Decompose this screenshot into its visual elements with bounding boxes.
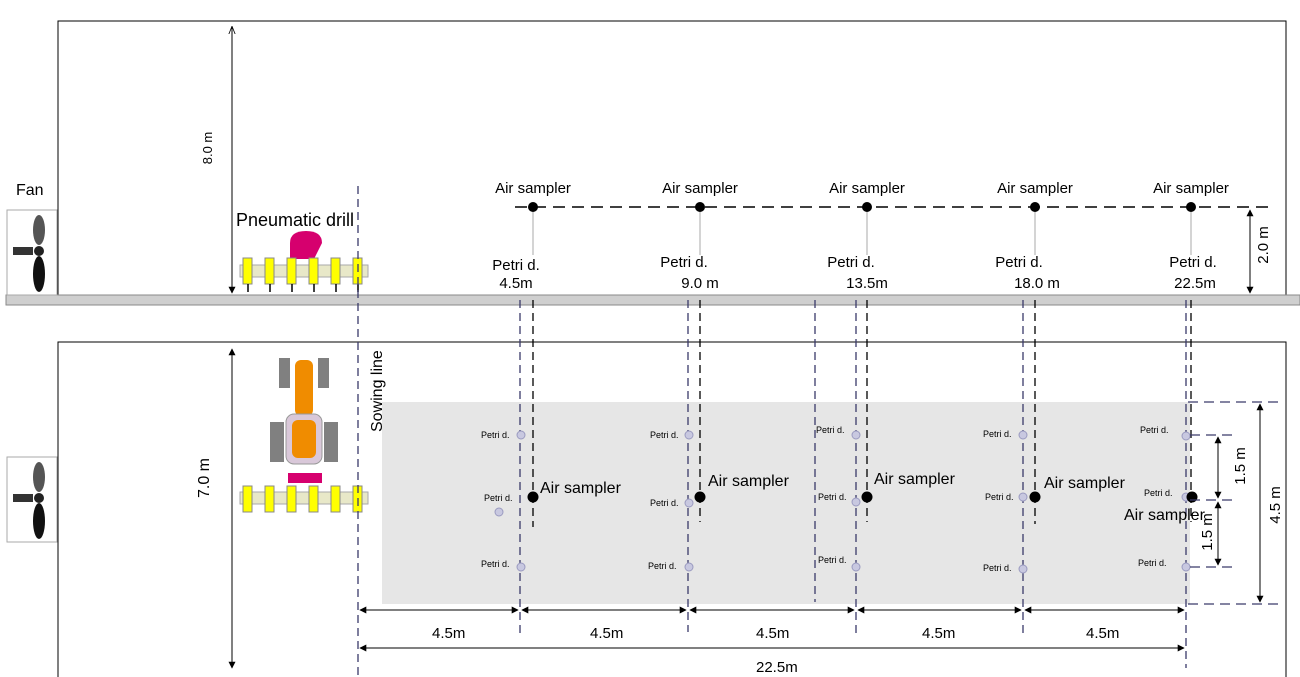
petri-label: Petri d. [818, 555, 847, 565]
air-sampler-dot [1186, 202, 1196, 212]
air-sampler-dot [528, 202, 538, 212]
plan-sampler-label: Air sampler [540, 480, 622, 497]
air-sampler-dot [695, 202, 705, 212]
petri-label: Petri d. [481, 430, 510, 440]
side-sampler-2: Air sampler Petri d. 9.0 m [660, 180, 738, 292]
air-sampler-dot [527, 491, 539, 503]
plan-view: 7.0 m [6, 186, 1287, 677]
fan-label: Fan [16, 182, 44, 199]
petri-label: Petri d. [1140, 425, 1169, 435]
air-sampler-dot [1029, 491, 1041, 503]
petri-label: Petri d. [818, 492, 847, 502]
ground-strip [5, 294, 1300, 306]
petri-dish [494, 507, 504, 517]
petri-dish [851, 497, 861, 507]
petri-dish [1181, 562, 1191, 572]
side-petri-distance: 9.0 m [681, 275, 719, 292]
spacing-label-2: 4.5m [590, 625, 623, 642]
side-petri-distance: 22.5m [1174, 275, 1216, 292]
petri-dish [684, 430, 694, 440]
plan-sampler-label: Air sampler [1124, 507, 1206, 524]
side-sampler-1: Air sampler Petri d. 4.5m [492, 180, 571, 292]
petri-label: Petri d. [648, 561, 677, 571]
petri-label: Petri d. [650, 430, 679, 440]
petri-label: Petri d. [985, 492, 1014, 502]
plan-column-3: Petri d. Petri d. Air sampler Petri d. [816, 425, 956, 572]
spacing-label-5: 4.5m [1086, 625, 1119, 642]
petri-dish [516, 562, 526, 572]
sampler-guides [532, 300, 1192, 527]
air-sampler-dot [861, 491, 873, 503]
side-sampler-label: Air sampler [662, 180, 738, 197]
plan-column-4: Petri d. Petri d. Air sampler Petri d. [983, 429, 1126, 574]
petri-dish [684, 498, 694, 508]
air-sampler-dot [1186, 491, 1198, 503]
petri-label: Petri d. [983, 429, 1012, 439]
tractor-icon [270, 358, 338, 483]
field-width-label: 7.0 m [196, 458, 213, 498]
petri-dish [1018, 564, 1028, 574]
plan-sampler-label: Air sampler [708, 473, 790, 490]
drill-label: Pneumatic drill [236, 210, 354, 230]
side-sampler-3: Air sampler Petri d. 13.5m [827, 180, 905, 292]
petri-dish [516, 430, 526, 440]
side-view-frame [57, 20, 1287, 299]
right-dimension-guides [1188, 401, 1280, 605]
plan-sampler-label: Air sampler [1044, 475, 1126, 492]
petri-label: Petri d. [1144, 488, 1173, 498]
side-petri-label: Petri d. [660, 254, 708, 271]
total-length-label: 22.5m [756, 659, 798, 676]
petri-dish [684, 562, 694, 572]
petri-label: Petri d. [1138, 558, 1167, 568]
side-sampler-label: Air sampler [495, 180, 571, 197]
sampler-height-label: 2.0 m [1255, 226, 1272, 264]
plan-column-2: Petri d. Petri d. Air sampler Petri d. [648, 430, 790, 572]
plan-column-1: Petri d. Petri d. Air sampler Petri d. [481, 430, 622, 572]
air-sampler-dot [1030, 202, 1040, 212]
side-sampler-label: Air sampler [1153, 180, 1229, 197]
side-petri-distance: 18.0 m [1014, 275, 1060, 292]
height-label: 8.0 m [200, 132, 215, 165]
spacing-label-3: 4.5m [756, 625, 789, 642]
fan-icon [6, 456, 58, 543]
sowing-guides [357, 186, 1187, 677]
side-sampler-5: Air sampler Petri d. 22.5m [1153, 180, 1229, 292]
plan-sampler-label: Air sampler [874, 471, 956, 488]
spacing-label-4: 4.5m [922, 625, 955, 642]
side-sampler-4: Air sampler Petri d. 18.0 m [995, 180, 1073, 292]
spacing-label-1: 4.5m [432, 625, 465, 642]
lower-spacing-label: 1.5 m [1199, 513, 1216, 551]
side-petri-distance: 4.5m [499, 275, 532, 292]
petri-dish [1018, 492, 1028, 502]
side-petri-label: Petri d. [1169, 254, 1217, 271]
air-sampler-dot [862, 202, 872, 212]
petri-label: Petri d. [983, 563, 1012, 573]
side-sampler-label: Air sampler [829, 180, 905, 197]
side-petri-distance: 13.5m [846, 275, 888, 292]
total-spacing-label: 4.5 m [1267, 486, 1284, 524]
petri-dish [1018, 430, 1028, 440]
petri-label: Petri d. [481, 559, 510, 569]
petri-label: Petri d. [816, 425, 845, 435]
upper-spacing-label: 1.5 m [1232, 447, 1249, 485]
sowing-line-label: Sowing line [369, 350, 386, 432]
plan-column-5: Petri d. Petri d. Air sampler Petri d. [1124, 425, 1206, 572]
side-sampler-label: Air sampler [997, 180, 1073, 197]
petri-dish [851, 430, 861, 440]
petri-label: Petri d. [484, 493, 513, 503]
side-petri-label: Petri d. [995, 254, 1043, 271]
petri-dish [851, 562, 861, 572]
petri-label: Petri d. [650, 498, 679, 508]
bottom-dimension-arrows [359, 606, 1185, 652]
side-petri-label: Petri d. [827, 254, 875, 271]
side-petri-label: Petri d. [492, 257, 540, 274]
side-view: 8.0 m Fan Pneumatic drill [5, 20, 1300, 306]
petri-dish [1181, 431, 1191, 441]
air-sampler-dot [694, 491, 706, 503]
fan-icon [6, 209, 58, 296]
